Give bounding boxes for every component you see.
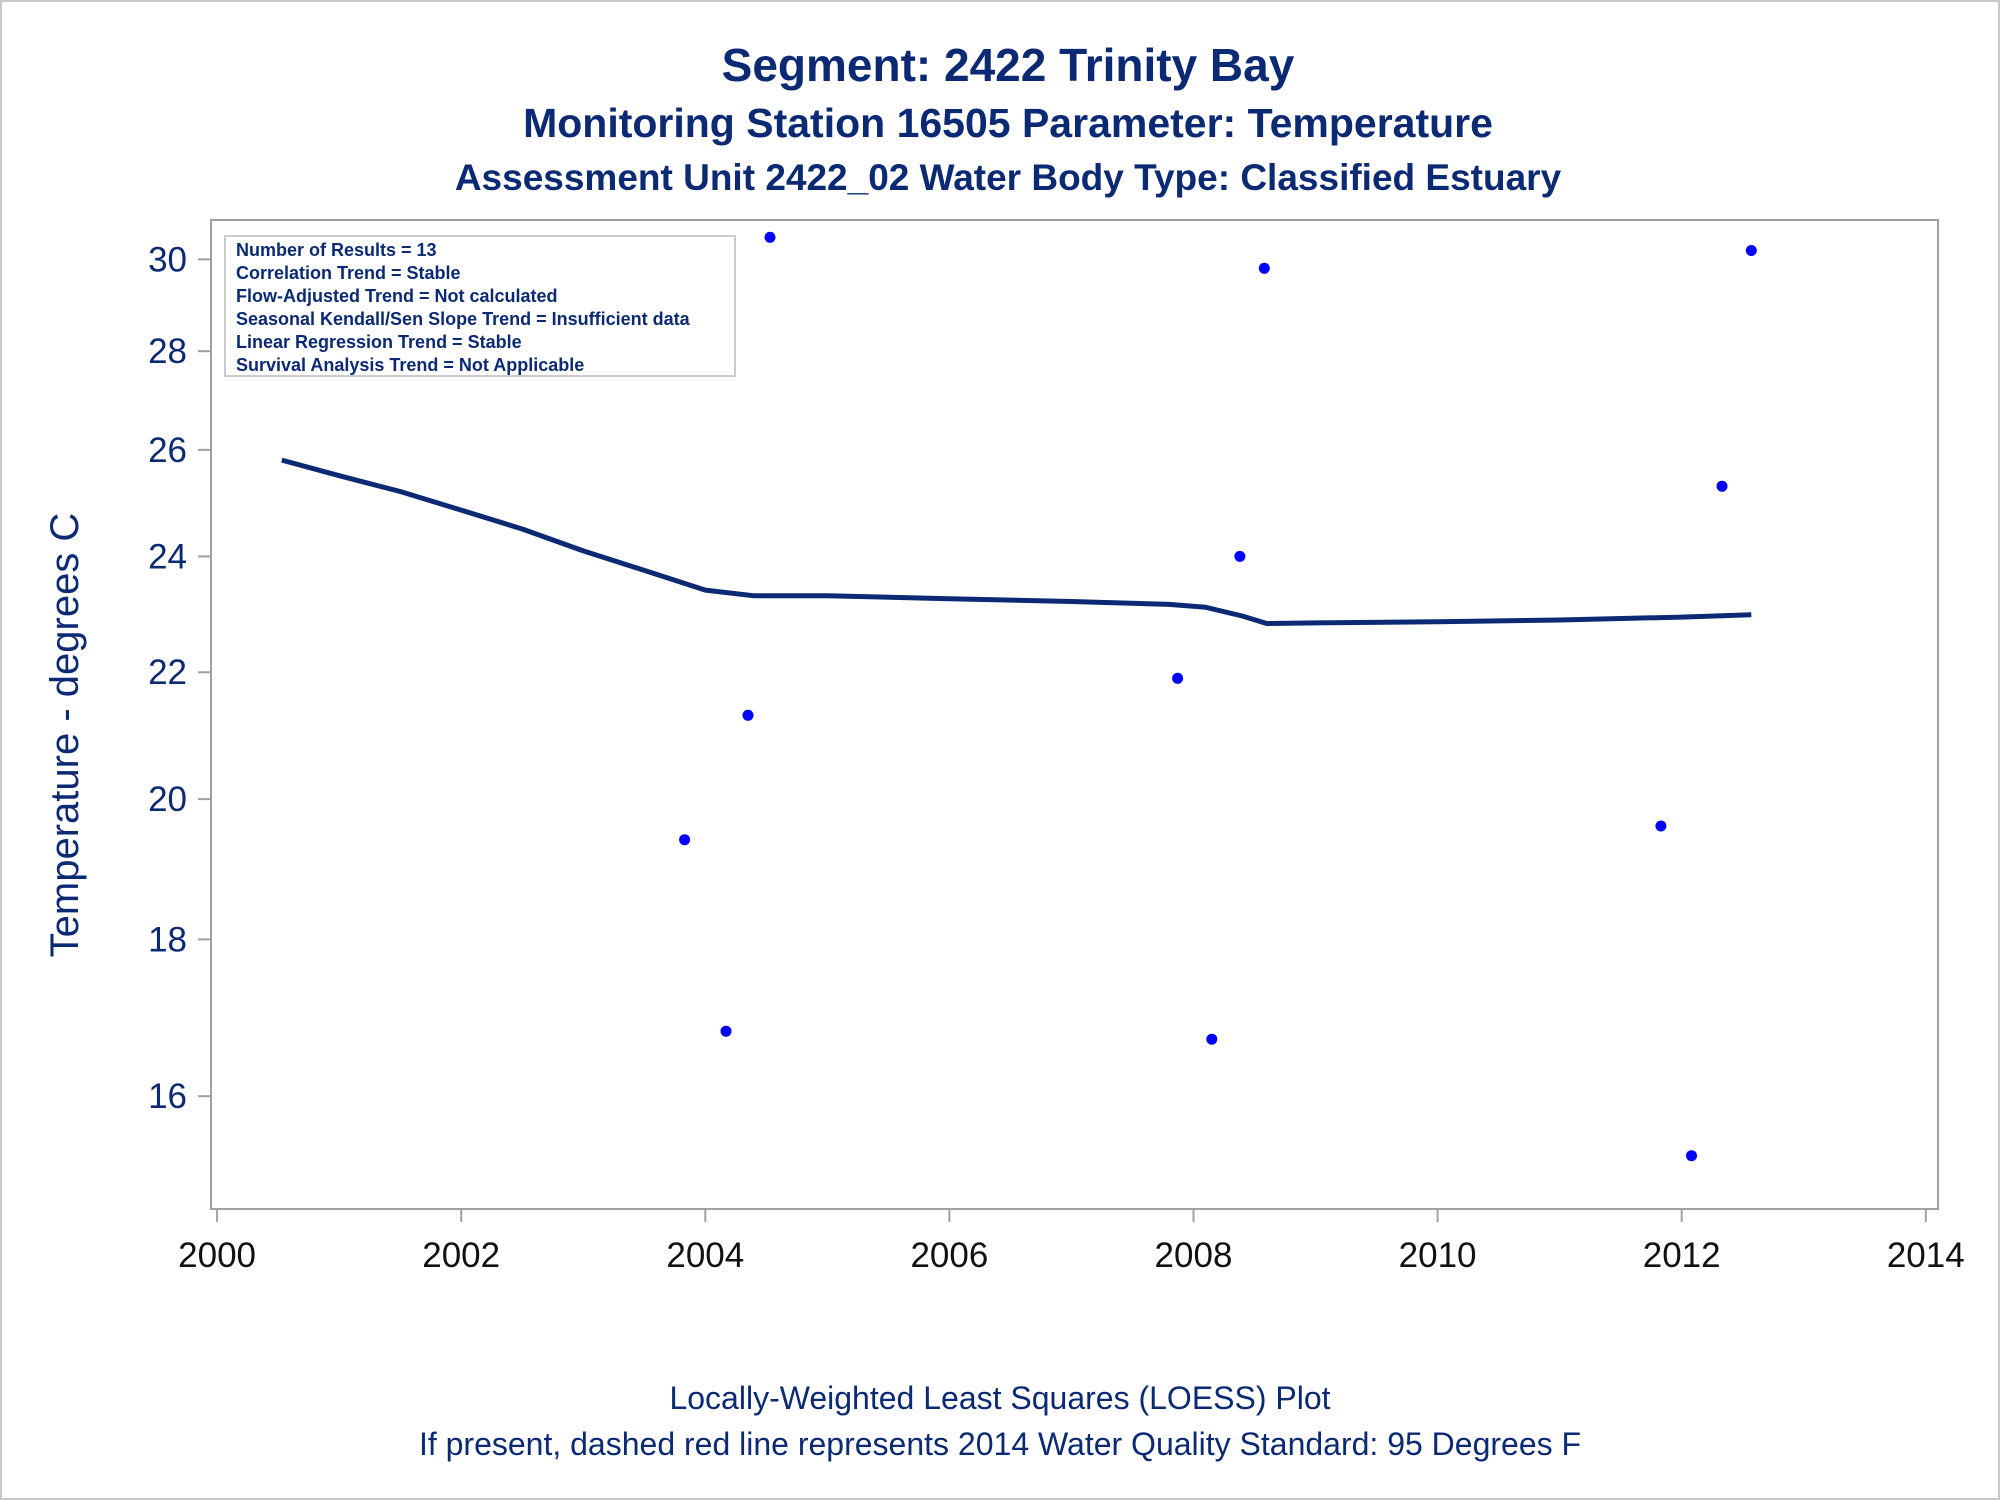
x-tick-label: 2004	[666, 1236, 744, 1275]
stats-inset-box	[224, 235, 736, 377]
chart-subtitle-station: Monitoring Station 16505 Parameter: Temp…	[523, 100, 1493, 146]
plot-area	[210, 219, 1939, 1210]
y-tick-label: 16	[148, 1077, 187, 1116]
x-tick-label: 2014	[1887, 1236, 1965, 1275]
footnote-loess: Locally-Weighted Least Squares (LOESS) P…	[669, 1380, 1331, 1416]
data-point	[1258, 262, 1270, 274]
stats-inset-line: Seasonal Kendall/Sen Slope Trend = Insuf…	[236, 309, 691, 329]
y-axis-label: Temperature - degrees C	[43, 513, 87, 958]
stats-inset-line: Flow-Adjusted Trend = Not calculated	[236, 286, 558, 306]
y-tick-label: 24	[148, 537, 187, 576]
data-point	[720, 1025, 732, 1037]
y-tick-label: 22	[148, 653, 187, 692]
data-point	[1234, 550, 1246, 562]
stats-inset-line: Survival Analysis Trend = Not Applicable	[236, 355, 584, 375]
x-tick-label: 2006	[910, 1236, 988, 1275]
loess-line	[281, 457, 1752, 626]
data-point	[742, 709, 754, 721]
x-axis: 2000 2002 2004 2006 2008 2010 2012 2014	[178, 1209, 1965, 1275]
y-tick-label: 26	[148, 431, 187, 470]
loess-layer	[281, 457, 1752, 626]
y-tick-label: 30	[148, 240, 187, 279]
y-axis: 16 18 20 22 24 26 28 30	[148, 240, 211, 1116]
x-tick-label: 2008	[1155, 1236, 1233, 1275]
stats-inset-line: Number of Results = 13	[236, 240, 437, 260]
data-point	[764, 231, 776, 243]
stats-inset-line: Correlation Trend = Stable	[236, 263, 461, 283]
chart-subtitle-assessment: Assessment Unit 2422_02 Water Body Type:…	[454, 157, 1562, 198]
x-tick-label: 2002	[422, 1236, 500, 1275]
data-point	[1206, 1033, 1218, 1045]
y-tick-label: 28	[148, 332, 187, 371]
data-point	[679, 834, 691, 846]
stats-inset: Number of Results = 13 Correlation Trend…	[224, 235, 736, 377]
x-tick-label: 2000	[178, 1236, 256, 1275]
stats-inset-line: Linear Regression Trend = Stable	[236, 332, 522, 352]
footnote-standard: If present, dashed red line represents 2…	[418, 1426, 1582, 1462]
y-tick-label: 20	[148, 780, 187, 819]
data-point	[1716, 480, 1728, 492]
x-tick-label: 2010	[1399, 1236, 1477, 1275]
y-tick-label: 18	[148, 920, 187, 959]
x-tick-label: 2012	[1643, 1236, 1721, 1275]
points-layer	[276, 231, 1757, 1162]
data-point	[1655, 820, 1667, 832]
data-point	[1172, 672, 1184, 684]
data-point	[1745, 245, 1757, 256]
data-point	[1686, 1150, 1697, 1162]
chart-title: Segment: 2422 Trinity Bay	[721, 39, 1295, 91]
